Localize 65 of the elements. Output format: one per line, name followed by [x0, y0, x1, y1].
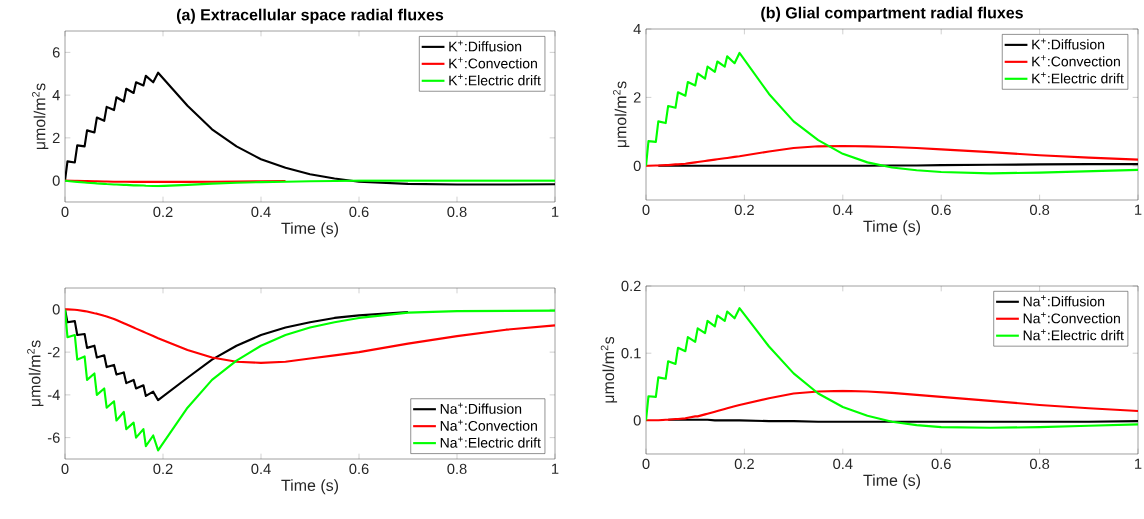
- x-tick-label: 0.8: [1029, 204, 1050, 216]
- x-tick-label: 1: [552, 206, 559, 217]
- y-tick-label: 0: [633, 415, 641, 426]
- x-tick-label: 0.8: [447, 463, 467, 475]
- legend-label: Na$^{+}$:Convection: [1023, 312, 1120, 324]
- x-tick-label: 0.4: [833, 204, 853, 216]
- chart-title: (a) Extracellular space radial fluxes: [176, 8, 444, 24]
- legend-label: K$^{+}$:Convection: [1032, 55, 1120, 67]
- legend-label: Na$^{+}$:Convection: [440, 419, 537, 431]
- y-tick-label: 2: [52, 132, 60, 143]
- x-tick-label: 0.4: [251, 206, 271, 218]
- x-tick-label: 0.2: [734, 458, 754, 470]
- y-axis-title: μmol/m$^{2}$s: [613, 81, 630, 148]
- chart-title: (b) Glial compartment radial fluxes: [761, 6, 1023, 22]
- y-tick-label: 4: [52, 90, 60, 101]
- legend-label: Na$^{+}$:Electric drift: [1023, 329, 1124, 341]
- legend-label: Na$^{+}$:Diffusion: [1023, 295, 1105, 307]
- x-tick-label: 0.2: [153, 463, 173, 475]
- x-tick-label: 0: [642, 204, 650, 216]
- y-tick-label: 0: [633, 160, 641, 171]
- y-tick-label: 0.1: [621, 348, 641, 359]
- line-series: [646, 144, 1139, 167]
- line-series: [65, 71, 556, 186]
- x-tick-label: 1: [1135, 204, 1142, 215]
- x-tick-label: 0.6: [349, 206, 369, 218]
- legend-label: K$^{+}$:Electric drift: [449, 74, 541, 86]
- x-tick-label: 1: [1135, 458, 1142, 469]
- y-tick-label: -4: [47, 389, 60, 400]
- x-tick-label: 0: [61, 206, 69, 218]
- y-tick-label: 0: [52, 304, 60, 315]
- y-axis-title: μmol/m$^{2}$s: [27, 340, 44, 407]
- x-axis-title: Time (s): [281, 222, 339, 238]
- y-axis-title: μmol/m$^{2}$s: [600, 336, 618, 403]
- x-tick-label: 0.8: [447, 206, 467, 218]
- x-tick-label: 0.4: [833, 458, 853, 470]
- x-axis-title: Time (s): [281, 479, 339, 495]
- legend-label: K$^{+}$:Electric drift: [1032, 72, 1124, 84]
- x-tick-label: 0.8: [1029, 458, 1050, 470]
- x-axis-title: Time (s): [863, 220, 921, 236]
- line-series: [65, 308, 556, 364]
- x-axis-title: Time (s): [863, 474, 921, 490]
- x-tick-label: 0: [642, 458, 650, 470]
- legend-label: K$^{+}$:Diffusion: [1032, 38, 1105, 50]
- y-tick-label: -2: [47, 347, 60, 358]
- y-tick-label: 6: [52, 47, 60, 58]
- y-tick-label: 4: [633, 23, 641, 35]
- legend-label: Na$^{+}$:Electric drift: [440, 436, 541, 448]
- y-tick-label: 0: [52, 175, 60, 186]
- legend-label: K$^{+}$:Diffusion: [449, 40, 522, 52]
- x-tick-label: 1: [552, 463, 559, 474]
- x-tick-label: 0: [61, 463, 69, 475]
- x-tick-label: 0.6: [931, 458, 951, 470]
- x-tick-label: 0.6: [349, 463, 369, 475]
- x-tick-label: 0.6: [931, 204, 951, 216]
- y-tick-label: 2: [633, 92, 641, 103]
- x-tick-label: 0.2: [734, 204, 754, 216]
- legend-label: Na$^{+}$:Diffusion: [440, 402, 522, 414]
- x-tick-label: 0.4: [251, 463, 271, 475]
- x-tick-label: 0.2: [153, 206, 173, 218]
- legend-label: K$^{+}$:Convection: [449, 57, 537, 69]
- y-tick-label: 0.2: [621, 280, 641, 292]
- y-axis-title: μmol/m$^{2}$s: [32, 83, 49, 150]
- line-series: [65, 308, 410, 402]
- y-tick-label: -6: [47, 432, 60, 443]
- line-series: [646, 307, 1139, 429]
